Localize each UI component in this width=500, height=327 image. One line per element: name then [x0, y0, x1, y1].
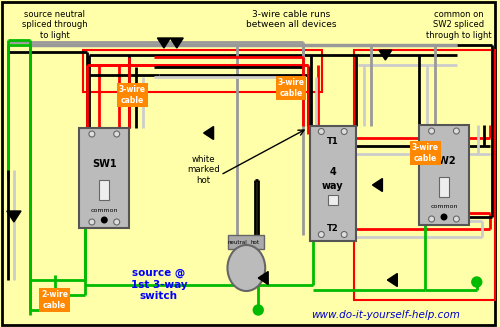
Circle shape [101, 216, 108, 223]
Text: SW2: SW2 [432, 156, 456, 166]
Polygon shape [170, 38, 183, 48]
Text: 3-wire cable runs
between all devices: 3-wire cable runs between all devices [246, 10, 336, 29]
Text: common on
SW2 spliced
through to light: common on SW2 spliced through to light [426, 10, 492, 40]
FancyBboxPatch shape [228, 235, 264, 249]
Circle shape [114, 219, 119, 225]
Text: hot: hot [251, 239, 260, 245]
Circle shape [254, 305, 263, 315]
FancyBboxPatch shape [80, 128, 129, 228]
Circle shape [440, 214, 448, 220]
Circle shape [318, 129, 324, 134]
Circle shape [428, 216, 434, 222]
Text: 3-wire
cable: 3-wire cable [118, 85, 146, 105]
Polygon shape [258, 271, 268, 284]
Polygon shape [379, 50, 392, 60]
FancyBboxPatch shape [328, 195, 338, 205]
Circle shape [341, 232, 347, 237]
Polygon shape [372, 179, 382, 192]
Text: neutral: neutral [228, 239, 248, 245]
Circle shape [114, 131, 119, 137]
Text: T1: T1 [327, 137, 338, 146]
Circle shape [89, 219, 95, 225]
Polygon shape [158, 38, 170, 48]
Circle shape [454, 128, 460, 134]
Text: 2-wire
cable: 2-wire cable [41, 290, 68, 310]
Text: www.do-it-yourself-help.com: www.do-it-yourself-help.com [311, 310, 460, 320]
FancyBboxPatch shape [310, 126, 356, 240]
Text: 3-wire
cable: 3-wire cable [412, 143, 438, 163]
Polygon shape [48, 295, 61, 305]
Circle shape [454, 216, 460, 222]
Text: common: common [430, 204, 458, 210]
FancyBboxPatch shape [439, 177, 449, 197]
Text: white
marked
hot: white marked hot [187, 155, 220, 185]
Ellipse shape [228, 245, 265, 291]
FancyBboxPatch shape [100, 180, 110, 200]
FancyBboxPatch shape [419, 125, 469, 225]
Text: source neutral
spliced through
to light: source neutral spliced through to light [22, 10, 88, 40]
Circle shape [89, 131, 95, 137]
Polygon shape [7, 211, 21, 222]
Circle shape [472, 277, 482, 287]
FancyBboxPatch shape [2, 2, 494, 325]
Text: source @
1st 3-way
switch: source @ 1st 3-way switch [130, 268, 187, 301]
Circle shape [318, 232, 324, 237]
Text: 4
way: 4 way [322, 167, 344, 191]
Polygon shape [388, 273, 398, 286]
Text: common: common [90, 208, 118, 213]
Polygon shape [204, 127, 214, 140]
Circle shape [428, 128, 434, 134]
Text: SW1: SW1 [92, 159, 116, 169]
Circle shape [341, 129, 347, 134]
Text: 3-wire
cable: 3-wire cable [278, 78, 304, 98]
Text: T2: T2 [327, 224, 338, 233]
